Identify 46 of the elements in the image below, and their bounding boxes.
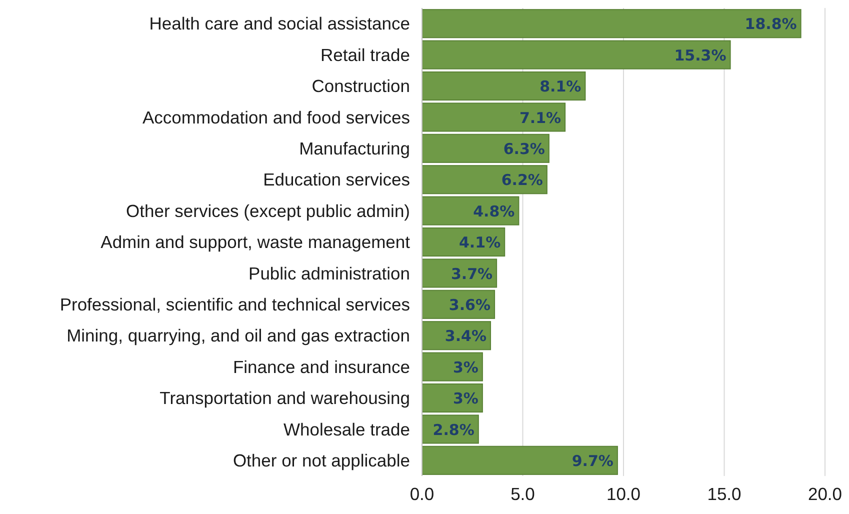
bar [422, 227, 506, 257]
bar [422, 71, 586, 101]
data-label: 4.1% [459, 234, 501, 252]
x-tick-label: 0.0 [410, 484, 434, 504]
data-label: 18.8% [744, 15, 797, 34]
y-tick-label: Retail trade [320, 44, 410, 65]
data-label: 3% [452, 358, 478, 376]
y-tick-label: Health care and social assistance [149, 14, 410, 34]
y-tick-label: Transportation and warehousing [160, 388, 410, 408]
y-tick-label: Wholesale trade [284, 419, 410, 440]
bar [422, 383, 483, 413]
data-label: 7.1% [519, 108, 562, 127]
x-tick-label: 10.0 [606, 484, 641, 504]
x-tick-label: 5.0 [510, 484, 536, 504]
data-label: 3.6% [448, 296, 491, 314]
bar [422, 196, 520, 226]
bar [422, 165, 548, 194]
bar [422, 134, 550, 163]
data-label: 3.4% [444, 327, 487, 346]
y-tick-label: Education services [263, 170, 410, 190]
y-tick-label: Professional, scientific and technical services [60, 294, 410, 315]
y-tick-label: Accommodation and food services [142, 107, 410, 128]
y-tick-label: Other or not applicable [232, 450, 410, 471]
data-label: 9.7% [572, 452, 614, 470]
data-label: 15.3% [674, 46, 726, 64]
y-tick-label: Manufacturing [299, 138, 410, 159]
data-label: 6.2% [501, 171, 543, 190]
data-label: 4.8% [473, 202, 515, 220]
y-tick-label: Public administration [248, 263, 410, 284]
x-tick-label: 20.0 [808, 484, 842, 504]
data-label: 3% [452, 390, 478, 408]
y-tick-label: Mining, quarrying, and oil and gas extraction [66, 326, 410, 346]
data-label: 2.8% [432, 420, 474, 439]
x-tick-label: 15.0 [707, 484, 742, 504]
bar [422, 352, 483, 382]
data-label: 6.3% [503, 140, 545, 158]
bar [422, 446, 618, 475]
y-tick-label: Admin and support, waste management [100, 232, 410, 252]
data-label: 3.7% [450, 264, 493, 283]
y-tick-label: Construction [312, 76, 410, 96]
bar [422, 40, 731, 70]
bar [422, 9, 802, 38]
bar [422, 102, 566, 132]
y-tick-label: Other services (except public admin) [126, 200, 410, 221]
y-tick-label: Finance and insurance [232, 356, 410, 377]
data-label: 8.1% [540, 78, 582, 96]
